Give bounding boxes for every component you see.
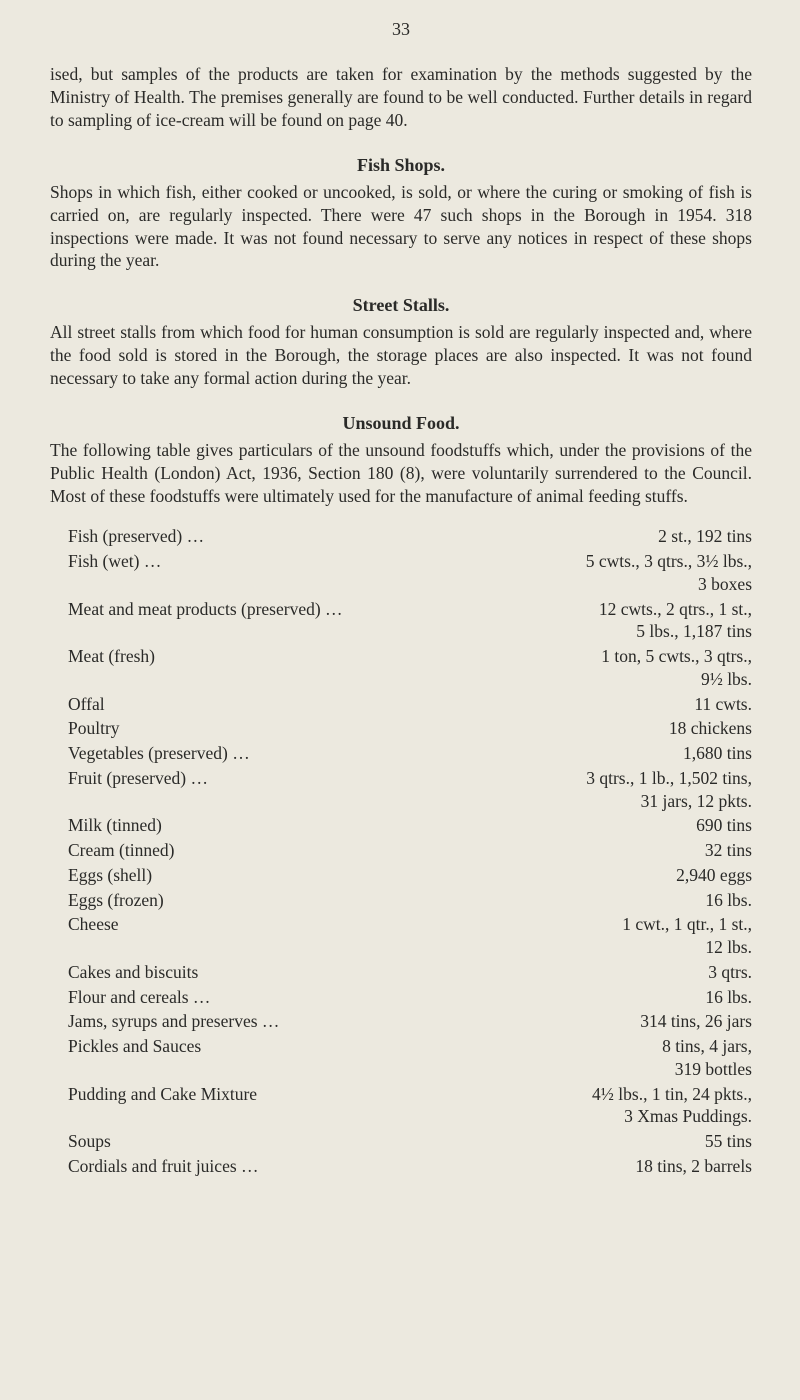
food-value: 3 qtrs. (708, 961, 752, 984)
food-value: 8 tins, 4 jars, 319 bottles (662, 1035, 752, 1081)
food-value: 12 cwts., 2 qtrs., 1 st., 5 lbs., 1,187 … (599, 598, 752, 644)
food-label: Meat (fresh) (68, 645, 155, 668)
food-value: 16 lbs. (705, 986, 752, 1009)
food-row: Offal 11 cwts. (68, 693, 752, 716)
food-row: Jams, syrups and preserves … 314 tins, 26… (68, 1010, 752, 1033)
food-row: Eggs (frozen) 16 lbs. (68, 889, 752, 912)
food-label: Meat and meat products (preserved) … (68, 598, 343, 621)
food-value: 2,940 eggs (676, 864, 752, 887)
page-number: 33 (50, 18, 752, 41)
food-row: Soups 55 tins (68, 1130, 752, 1153)
food-row: Fish (preserved) … 2 st., 192 tins (68, 525, 752, 548)
food-label: Pickles and Sauces (68, 1035, 201, 1058)
food-label: Cakes and biscuits (68, 961, 198, 984)
food-label: Pudding and Cake Mixture (68, 1083, 257, 1106)
paragraph-street-stalls: All street stalls from which food for hu… (50, 321, 752, 389)
paragraph-unsound-food: The following table gives particulars of… (50, 439, 752, 507)
food-value: 4½ lbs., 1 tin, 24 pkts., 3 Xmas Pudding… (592, 1083, 752, 1129)
food-value: 1 ton, 5 cwts., 3 qtrs., 9½ lbs. (601, 645, 752, 691)
food-label: Offal (68, 693, 105, 716)
food-row: Flour and cereals … 16 lbs. (68, 986, 752, 1009)
food-label: Vegetables (preserved) … (68, 742, 250, 765)
food-value: 1,680 tins (683, 742, 752, 765)
food-label: Milk (tinned) (68, 814, 162, 837)
food-row: Cordials and fruit juices … 18 tins, 2 ba… (68, 1155, 752, 1178)
food-value: 1 cwt., 1 qtr., 1 st., 12 lbs. (622, 913, 752, 959)
food-row: Fish (wet) … 5 cwts., 3 qtrs., 3½ lbs., 3… (68, 550, 752, 596)
food-value: 5 cwts., 3 qtrs., 3½ lbs., 3 boxes (586, 550, 752, 596)
food-label: Eggs (frozen) (68, 889, 164, 912)
food-row: Eggs (shell) 2,940 eggs (68, 864, 752, 887)
food-label: Fruit (preserved) … (68, 767, 208, 790)
food-value: 18 chickens (669, 717, 752, 740)
food-value: 2 st., 192 tins (658, 525, 752, 548)
food-value: 55 tins (705, 1130, 752, 1153)
food-label: Cream (tinned) (68, 839, 174, 862)
food-row: Meat (fresh) 1 ton, 5 cwts., 3 qtrs., 9½ … (68, 645, 752, 691)
paragraph-fish-shops: Shops in which fish, either cooked or un… (50, 181, 752, 272)
heading-street-stalls: Street Stalls. (50, 294, 752, 317)
food-value: 11 cwts. (694, 693, 752, 716)
food-row: Cream (tinned) 32 tins (68, 839, 752, 862)
food-list: Fish (preserved) …2 st., 192 tinsFish (w… (50, 525, 752, 1177)
food-label: Cheese (68, 913, 119, 936)
heading-fish-shops: Fish Shops. (50, 154, 752, 177)
heading-unsound-food: Unsound Food. (50, 412, 752, 435)
food-value: 32 tins (705, 839, 752, 862)
food-label: Fish (wet) … (68, 550, 161, 573)
food-row: Pudding and Cake Mixture 4½ lbs., 1 tin, … (68, 1083, 752, 1129)
food-value: 18 tins, 2 barrels (635, 1155, 752, 1178)
food-row: Milk (tinned) 690 tins (68, 814, 752, 837)
food-value: 3 qtrs., 1 lb., 1,502 tins, 31 jars, 12 … (586, 767, 752, 813)
document-page: 33 ised, but samples of the products are… (0, 0, 800, 1400)
paragraph-intro: ised, but samples of the products are ta… (50, 63, 752, 131)
food-value: 314 tins, 26 jars (640, 1010, 752, 1033)
food-label: Jams, syrups and preserves … (68, 1010, 279, 1033)
food-row: Meat and meat products (preserved) … 12 c… (68, 598, 752, 644)
food-label: Eggs (shell) (68, 864, 152, 887)
food-row: Cakes and biscuits 3 qtrs. (68, 961, 752, 984)
food-value: 16 lbs. (705, 889, 752, 912)
food-row: Cheese 1 cwt., 1 qtr., 1 st., 12 lbs. (68, 913, 752, 959)
food-row: Vegetables (preserved) … 1,680 tins (68, 742, 752, 765)
food-label: Cordials and fruit juices … (68, 1155, 259, 1178)
food-row: Pickles and Sauces 8 tins, 4 jars, 319 bo… (68, 1035, 752, 1081)
food-label: Flour and cereals … (68, 986, 210, 1009)
food-row: Fruit (preserved) … 3 qtrs., 1 lb., 1,502… (68, 767, 752, 813)
food-row: Poultry 18 chickens (68, 717, 752, 740)
food-label: Soups (68, 1130, 111, 1153)
food-value: 690 tins (696, 814, 752, 837)
food-label: Poultry (68, 717, 120, 740)
food-label: Fish (preserved) … (68, 525, 204, 548)
